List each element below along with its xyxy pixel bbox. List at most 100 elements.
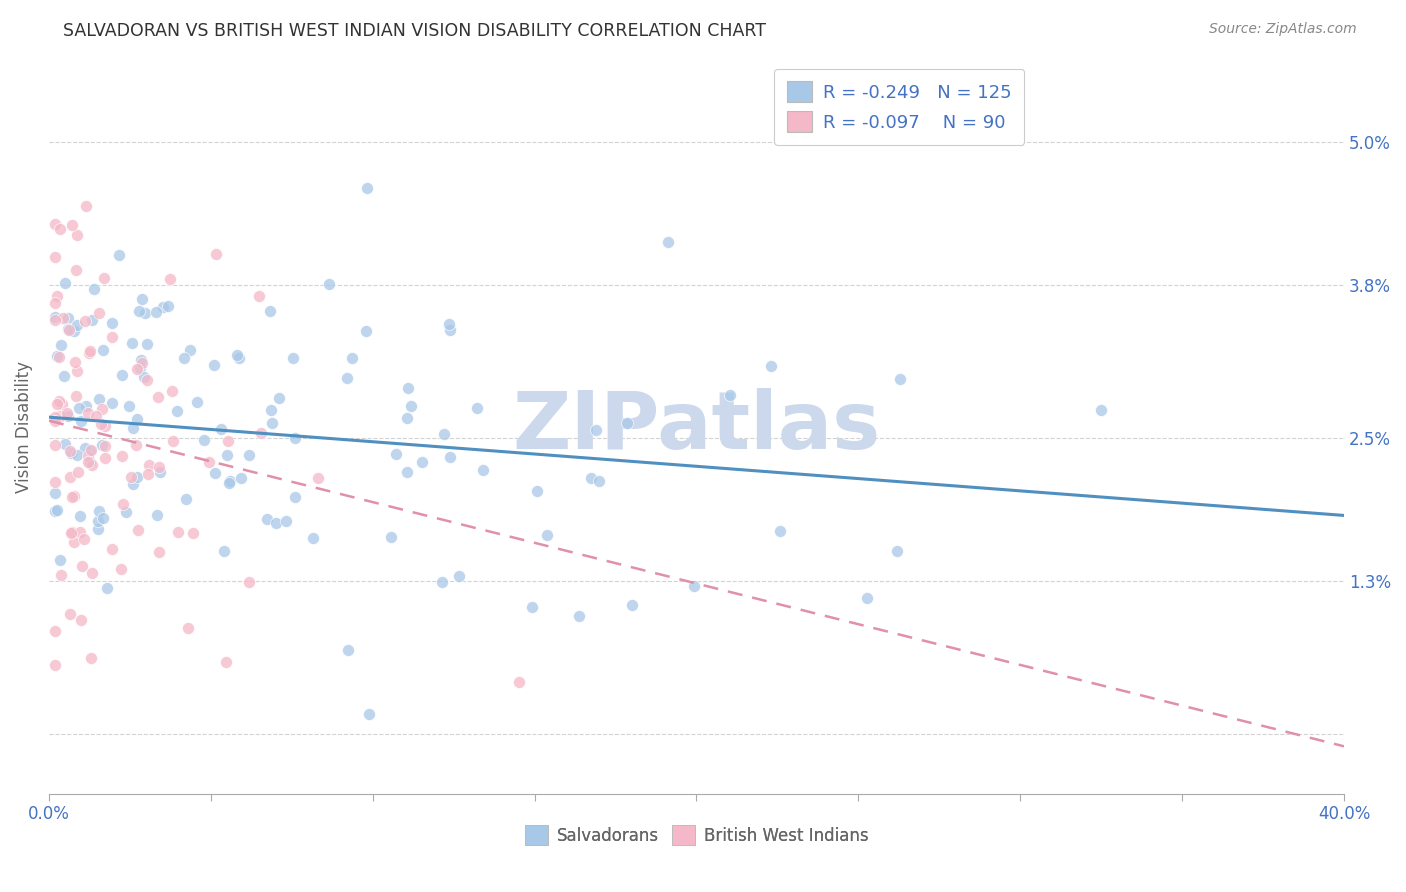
Point: [65, 355, 87, 369]
Point: [135, 337, 157, 351]
Point: [588, 474, 610, 488]
Point: [46, 288, 69, 302]
Point: [585, 423, 607, 437]
Point: [115, 505, 138, 519]
Point: [177, 621, 200, 635]
Point: [101, 316, 124, 330]
Point: [77, 449, 100, 463]
Point: [217, 448, 239, 462]
Point: [336, 643, 359, 657]
Point: [526, 483, 548, 498]
Point: [53, 277, 76, 291]
Point: [101, 330, 124, 344]
Point: [411, 455, 433, 469]
Point: [75, 441, 97, 455]
Point: [63, 535, 86, 549]
Point: [48, 409, 70, 423]
Point: [89, 417, 111, 432]
Point: [58, 323, 80, 337]
Point: [60, 218, 83, 232]
Point: [107, 248, 129, 262]
Point: [101, 396, 124, 410]
Point: [134, 370, 156, 384]
Point: [336, 370, 359, 384]
Point: [301, 531, 323, 545]
Point: [202, 359, 225, 373]
Point: [259, 403, 281, 417]
Point: [620, 598, 643, 612]
Point: [94, 419, 117, 434]
Point: [59, 470, 82, 484]
Point: [58, 409, 80, 423]
Point: [536, 527, 558, 541]
Point: [274, 514, 297, 528]
Point: [211, 422, 233, 436]
Point: [247, 289, 270, 303]
Point: [146, 390, 169, 404]
Point: [49, 222, 72, 236]
Point: [62, 524, 84, 539]
Point: [145, 508, 167, 523]
Point: [439, 450, 461, 464]
Point: [284, 490, 307, 504]
Point: [125, 411, 148, 425]
Point: [204, 467, 226, 481]
Point: [380, 530, 402, 544]
Point: [129, 352, 152, 367]
Point: [49, 568, 72, 582]
Point: [46, 349, 69, 363]
Point: [356, 181, 378, 195]
Point: [148, 460, 170, 475]
Point: [77, 406, 100, 420]
Point: [84, 409, 107, 424]
Point: [395, 465, 418, 479]
Point: [87, 392, 110, 407]
Point: [131, 356, 153, 370]
Point: [1090, 403, 1112, 417]
Point: [127, 469, 149, 483]
Point: [121, 421, 143, 435]
Point: [179, 343, 201, 357]
Point: [87, 503, 110, 517]
Point: [186, 395, 208, 409]
Point: [65, 389, 87, 403]
Point: [176, 491, 198, 506]
Point: [449, 569, 471, 583]
Text: SALVADORAN VS BRITISH WEST INDIAN VISION DISABILITY CORRELATION CHART: SALVADORAN VS BRITISH WEST INDIAN VISION…: [63, 22, 766, 40]
Point: [80, 650, 103, 665]
Point: [83, 282, 105, 296]
Point: [79, 344, 101, 359]
Point: [52, 311, 75, 326]
Point: [69, 508, 91, 523]
Point: [65, 263, 87, 277]
Point: [250, 425, 273, 440]
Point: [111, 368, 134, 382]
Point: [396, 381, 419, 395]
Point: [228, 351, 250, 365]
Point: [145, 305, 167, 319]
Point: [157, 299, 180, 313]
Point: [77, 346, 100, 360]
Point: [886, 543, 908, 558]
Point: [136, 467, 159, 481]
Point: [138, 458, 160, 473]
Point: [121, 336, 143, 351]
Point: [238, 448, 260, 462]
Point: [49, 553, 72, 567]
Legend: Salvadorans, British West Indians: Salvadorans, British West Indians: [519, 819, 875, 851]
Point: [75, 314, 97, 328]
Point: [167, 524, 190, 539]
Point: [44, 438, 66, 452]
Point: [73, 532, 96, 546]
Point: [437, 318, 460, 332]
Point: [52, 369, 75, 384]
Point: [579, 471, 602, 485]
Point: [226, 348, 249, 362]
Point: [162, 434, 184, 448]
Point: [80, 566, 103, 581]
Point: [66, 364, 89, 378]
Point: [55, 406, 77, 420]
Point: [657, 235, 679, 249]
Point: [75, 198, 97, 212]
Point: [44, 217, 66, 231]
